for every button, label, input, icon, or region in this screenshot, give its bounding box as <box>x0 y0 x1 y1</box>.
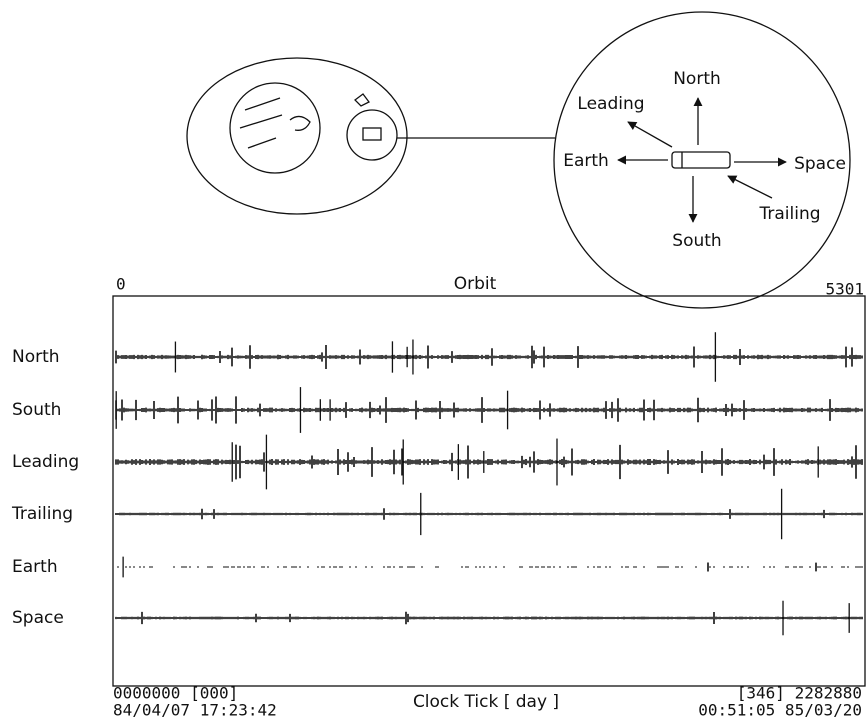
label-earth: Earth <box>563 151 609 171</box>
detail-circle <box>553 11 851 309</box>
bottom-left-2: 84/04/07 17:23:42 <box>113 701 277 717</box>
trace <box>117 562 863 572</box>
satellite <box>671 151 731 169</box>
label-north: North <box>673 69 721 89</box>
bottom-left-1: 0000000 [000] <box>113 684 238 703</box>
zoom-circle <box>346 109 398 161</box>
top-center-label: Orbit <box>454 274 497 294</box>
top-left-label: 0 <box>116 275 126 294</box>
earth-globe <box>229 82 321 174</box>
arrow-leading <box>627 121 673 148</box>
top-right-label: 5301 <box>825 280 864 299</box>
satellite-small <box>362 127 382 141</box>
plot-frame <box>112 295 866 687</box>
label-space: Space <box>794 154 846 174</box>
row-label: Trailing <box>11 504 73 524</box>
trace <box>115 444 863 480</box>
row-label: Leading <box>12 452 79 472</box>
trace <box>115 396 863 424</box>
row-label: North <box>12 347 60 367</box>
label-leading: Leading <box>577 94 644 114</box>
trace <box>115 345 863 369</box>
bottom-right-2: 00:51:05 85/03/20 <box>698 701 862 717</box>
row-label: South <box>12 400 61 420</box>
trace-plot: 0 Orbit 5301 0000000 [000] 84/04/07 17:2… <box>11 274 866 717</box>
arrow-trailing <box>727 175 773 199</box>
trace <box>115 508 863 520</box>
globe-lines <box>239 97 311 149</box>
label-south: South <box>672 231 721 251</box>
label-trailing: Trailing <box>758 204 820 224</box>
row-label: Space <box>12 608 64 628</box>
bottom-center: Clock Tick [ day ] <box>413 692 559 712</box>
row-label: Earth <box>12 557 58 577</box>
orbit <box>186 57 408 215</box>
trace <box>115 611 863 625</box>
orbit-sketch: North Leading Earth Space Trailing South <box>186 11 851 309</box>
satellite-marker <box>354 93 370 107</box>
bottom-right-1: [346] 2282880 <box>737 684 862 703</box>
